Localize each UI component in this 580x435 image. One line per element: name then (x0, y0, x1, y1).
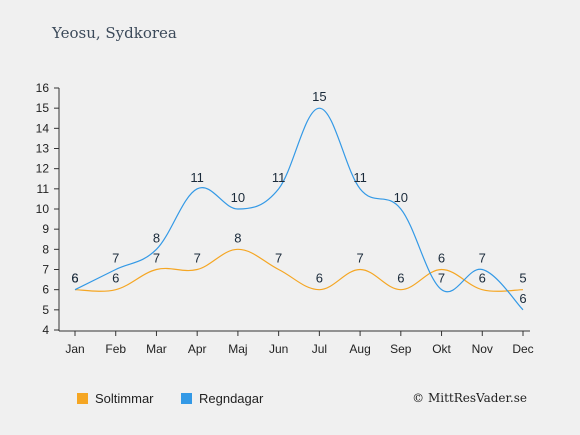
series-line-soltimmar (74, 248, 524, 292)
x-tick-label: Sep (390, 342, 412, 356)
data-label-soltimmar: 8 (234, 230, 241, 245)
chart-title: Yeosu, Sydkorea (51, 24, 177, 42)
y-tick-label: 5 (42, 303, 49, 317)
data-label-regndagar: 6 (71, 271, 78, 286)
x-tick-label: Nov (472, 342, 493, 356)
y-tick-label: 10 (36, 202, 50, 216)
x-tick-label: Mar (146, 342, 167, 356)
y-tick-label: 7 (42, 263, 49, 277)
data-label-regndagar: 7 (438, 271, 445, 286)
legend-swatch-soltimmar (77, 393, 88, 404)
y-tick-label: 12 (36, 162, 50, 176)
legend-label-soltimmar: Soltimmar (95, 391, 154, 406)
data-label-regndagar: 15 (312, 89, 326, 104)
x-axis-ticks: Jan Feb Mar Apr Maj Jun Jul Aug Sep Okt Nov Dec (65, 331, 534, 356)
y-tick-label: 4 (42, 323, 49, 337)
x-tick-label: Jan (65, 342, 84, 356)
legend: Soltimmar Regndagar (77, 391, 264, 406)
series-line-regndagar (74, 107, 524, 311)
y-tick-label: 14 (36, 121, 50, 135)
x-tick-label: Feb (105, 342, 126, 356)
data-label-regndagar: 7 (112, 251, 119, 266)
y-tick-label: 15 (36, 101, 50, 115)
x-tick-label: Okt (432, 342, 451, 356)
data-label-regndagar: 10 (231, 190, 245, 205)
x-tick-label: Apr (188, 342, 207, 356)
data-label-soltimmar: 6 (438, 251, 445, 266)
data-label-regndagar: 10 (394, 190, 408, 205)
x-tick-label: Dec (512, 342, 533, 356)
y-tick-label: 11 (37, 182, 50, 196)
data-label-regndagar: 6 (519, 291, 526, 306)
data-label-soltimmar: 6 (71, 271, 78, 286)
legend-swatch-regndagar (181, 393, 192, 404)
data-label-soltimmar: 6 (112, 271, 119, 286)
data-label-soltimmar: 6 (479, 271, 486, 286)
data-label-soltimmar: 7 (356, 251, 363, 266)
data-label-regndagar: 11 (353, 170, 367, 185)
data-label-regndagar: 8 (153, 230, 160, 245)
y-tick-label: 9 (42, 222, 49, 236)
x-tick-label: Jul (312, 342, 327, 356)
data-label-regndagar: 7 (479, 251, 486, 266)
x-tick-label: Jun (269, 342, 288, 356)
data-label-soltimmar: 6 (316, 271, 323, 286)
y-tick-label: 13 (36, 142, 50, 156)
x-tick-label: Aug (349, 342, 370, 356)
y-tick-label: 16 (36, 81, 50, 95)
y-axis-ticks: 4 5 6 7 8 9 10 11 12 13 14 15 16 (36, 81, 59, 337)
data-label-soltimmar: 7 (153, 251, 160, 266)
data-label-soltimmar: 5 (519, 271, 526, 286)
data-label-soltimmar: 7 (275, 251, 282, 266)
data-label-regndagar: 11 (190, 170, 204, 185)
copyright-text: © MittResVader.se (412, 391, 527, 405)
data-label-soltimmar: 7 (194, 251, 201, 266)
data-label-regndagar: 11 (272, 170, 286, 185)
series-lines (74, 107, 524, 311)
x-tick-label: Maj (228, 342, 247, 356)
data-label-soltimmar: 6 (397, 271, 404, 286)
legend-label-regndagar: Regndagar (199, 391, 264, 406)
y-tick-label: 8 (42, 242, 49, 256)
y-tick-label: 6 (42, 283, 49, 297)
